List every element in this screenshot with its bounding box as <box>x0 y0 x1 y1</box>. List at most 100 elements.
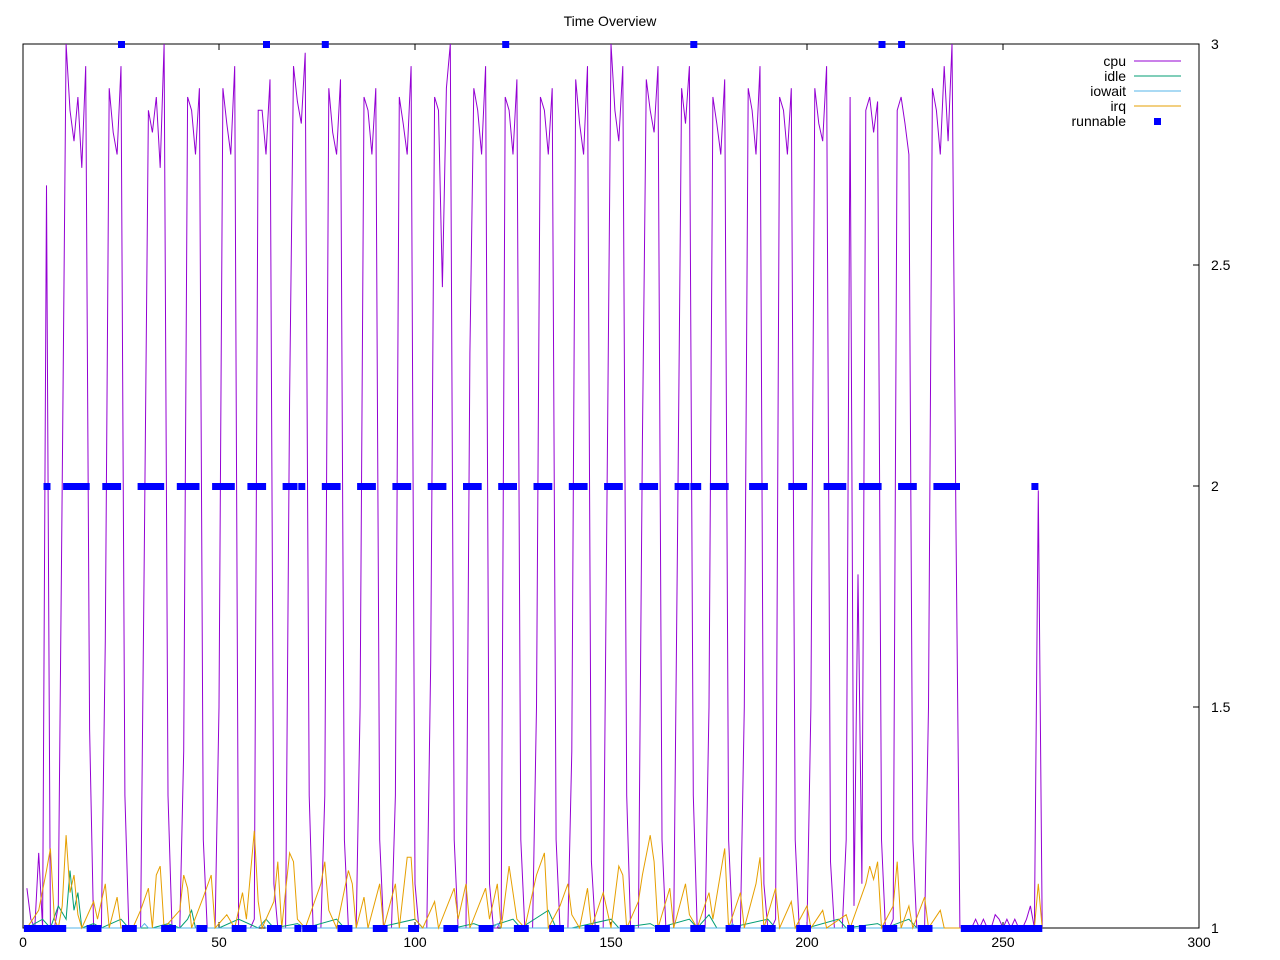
legend-label-cpu: cpu <box>1103 53 1126 69</box>
series-point-runnable <box>921 925 929 932</box>
series-point-runnable <box>698 925 706 932</box>
series-point-runnable <box>43 483 51 490</box>
series-point-runnable <box>937 483 945 490</box>
series-point-runnable <box>47 925 55 932</box>
series-point-runnable <box>678 483 686 490</box>
series-point-runnable <box>404 483 412 490</box>
series-point-runnable <box>976 925 984 932</box>
series-point-runnable <box>129 925 137 932</box>
series-point-runnable <box>86 925 94 932</box>
series-point-runnable <box>831 483 839 490</box>
series-point-runnable <box>302 925 310 932</box>
series-point-runnable <box>690 483 698 490</box>
series-point-runnable <box>862 483 870 490</box>
series-point-runnable <box>968 925 976 932</box>
series-point-runnable <box>239 925 247 932</box>
series-point-runnable <box>827 483 835 490</box>
series-point-runnable <box>435 483 443 490</box>
series-point-runnable <box>858 925 866 932</box>
series-point-runnable <box>823 483 831 490</box>
series-point-runnable <box>192 483 200 490</box>
series-point-runnable <box>141 483 149 490</box>
series-point-runnable <box>63 483 71 490</box>
series-point-runnable <box>118 41 125 48</box>
series-point-runnable <box>898 483 906 490</box>
series-point-runnable <box>866 483 874 490</box>
series-point-runnable <box>169 925 176 932</box>
series-point-runnable <box>847 925 855 932</box>
series-point-runnable <box>886 925 894 932</box>
series-point-runnable <box>953 483 960 490</box>
series-point-runnable <box>690 925 698 932</box>
series-point-runnable <box>102 483 110 490</box>
series-point-runnable <box>125 925 133 932</box>
series-point-runnable <box>165 925 172 932</box>
series-point-runnable <box>874 483 882 490</box>
series-point-runnable <box>294 925 302 932</box>
series-point-runnable <box>298 483 306 490</box>
series-point-runnable <box>627 925 635 932</box>
chart-title: Time Overview <box>564 13 658 29</box>
series-point-runnable <box>270 925 278 932</box>
series-point-runnable <box>67 483 74 490</box>
series-point-runnable <box>615 483 623 490</box>
series-point-runnable <box>839 483 847 490</box>
series-point-runnable <box>988 925 996 932</box>
series-point-runnable <box>1035 925 1043 932</box>
series-point-runnable <box>196 925 204 932</box>
series-point-runnable <box>451 925 459 932</box>
series-point-runnable <box>643 483 651 490</box>
series-point-runnable <box>972 925 980 932</box>
series-point-runnable <box>482 925 490 932</box>
series-point-runnable <box>992 925 1000 932</box>
series-point-runnable <box>647 483 655 490</box>
series-point-runnable <box>902 483 909 490</box>
series-point-runnable <box>964 925 972 932</box>
series-point-runnable <box>984 925 992 932</box>
series-point-runnable <box>917 925 925 932</box>
series-point-runnable <box>760 483 768 490</box>
series-point-runnable <box>682 483 690 490</box>
series-point-runnable <box>263 41 270 48</box>
series-point-runnable <box>74 483 82 490</box>
series-point-runnable <box>310 925 318 932</box>
series-point-runnable <box>55 925 63 932</box>
series-point-runnable <box>329 483 337 490</box>
series-point-runnable <box>392 483 400 490</box>
series-point-runnable <box>337 925 345 932</box>
series-point-runnable <box>486 925 494 932</box>
series-point-runnable <box>694 483 702 490</box>
series-point-runnable <box>176 483 184 490</box>
series-point-runnable <box>996 925 1004 932</box>
legend-label-irq: irq <box>1110 98 1126 114</box>
series-point-runnable <box>51 925 59 932</box>
series-runnable <box>23 41 1043 932</box>
series-point-runnable <box>110 483 118 490</box>
series-point-runnable <box>800 925 808 932</box>
series-point-runnable <box>553 925 561 932</box>
series-point-runnable <box>306 925 314 932</box>
series-point-runnable <box>713 483 721 490</box>
series-point-runnable <box>980 925 988 932</box>
series-point-runnable <box>372 925 380 932</box>
series-point-runnable <box>427 483 435 490</box>
series-point-runnable <box>878 41 886 48</box>
series-point-runnable <box>153 483 161 490</box>
series-point-runnable <box>608 483 615 490</box>
series-point-runnable <box>78 483 86 490</box>
series-point-runnable <box>470 483 478 490</box>
series-point-runnable <box>1031 483 1039 490</box>
series-line-cpu <box>26 43 1043 930</box>
series-point-runnable <box>659 925 666 932</box>
series-point-runnable <box>835 483 843 490</box>
series-point-runnable <box>549 925 557 932</box>
series-point-runnable <box>31 925 39 932</box>
series-point-runnable <box>251 483 259 490</box>
series-point-runnable <box>498 483 506 490</box>
x-tick-label: 300 <box>1187 934 1211 950</box>
series-point-runnable <box>1019 925 1027 932</box>
series-point-runnable <box>933 483 941 490</box>
series-point-runnable <box>941 483 949 490</box>
series-point-runnable <box>400 483 408 490</box>
series-point-runnable <box>231 925 239 932</box>
